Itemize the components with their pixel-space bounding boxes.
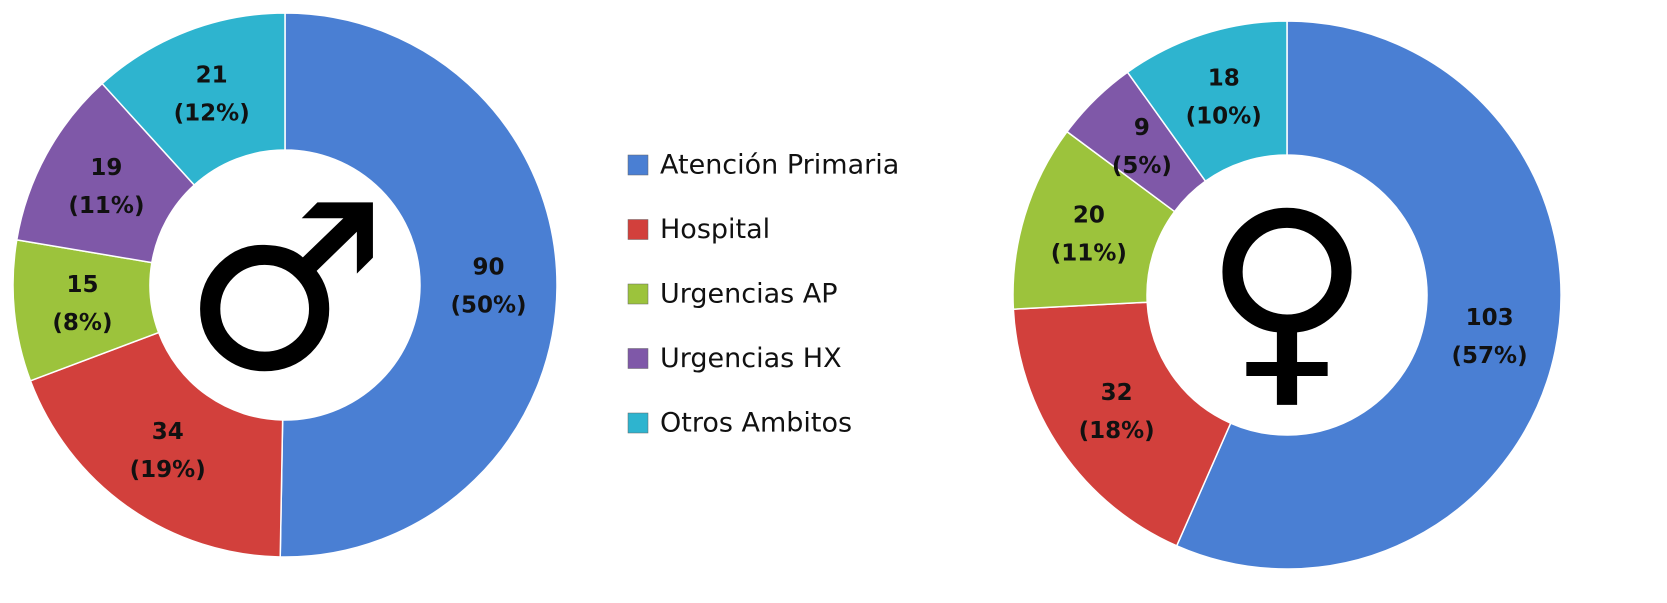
legend-label: Atención Primaria <box>660 150 899 181</box>
legend-swatch <box>627 219 649 240</box>
percentage-label: (50%) <box>450 292 526 318</box>
value-label: 15 <box>66 272 98 298</box>
percentage-label: (12%) <box>174 101 250 127</box>
value-label: 20 <box>1073 203 1105 229</box>
donut-slice <box>279 12 558 558</box>
value-label: 19 <box>90 155 122 181</box>
center-symbol: ♀ <box>1203 164 1371 431</box>
center-symbol: ♂ <box>182 156 388 423</box>
value-label: 18 <box>1208 65 1240 91</box>
legend-label: Urgencias AP <box>660 279 838 310</box>
donut-slice <box>101 12 286 187</box>
legend-swatch <box>627 348 649 369</box>
value-label: 32 <box>1101 380 1133 406</box>
percentage-label: (11%) <box>68 193 144 219</box>
legend-swatch <box>627 283 649 305</box>
percentage-label: (18%) <box>1079 418 1155 444</box>
percentage-label: (19%) <box>130 457 206 483</box>
percentage-label: (8%) <box>52 310 112 336</box>
donut-slice <box>29 331 284 558</box>
legend-label: Hospital <box>660 214 770 245</box>
value-label: 90 <box>472 254 504 280</box>
value-label: 21 <box>196 63 228 89</box>
value-label: 103 <box>1466 305 1514 331</box>
legend-swatch <box>627 154 649 176</box>
donut-slice <box>1012 301 1232 547</box>
value-label: 9 <box>1134 115 1150 141</box>
donut-slice <box>1126 20 1288 183</box>
value-label: 34 <box>152 419 184 445</box>
percentage-label: (10%) <box>1186 103 1262 129</box>
percentage-label: (11%) <box>1051 241 1127 267</box>
percentage-label: (57%) <box>1452 343 1528 369</box>
donut-slice <box>1175 20 1562 570</box>
legend-swatch <box>627 412 649 434</box>
percentage-label: (5%) <box>1112 153 1172 179</box>
legend-label: Urgencias HX <box>660 343 842 374</box>
legend-label: Otros Ambitos <box>660 408 852 439</box>
